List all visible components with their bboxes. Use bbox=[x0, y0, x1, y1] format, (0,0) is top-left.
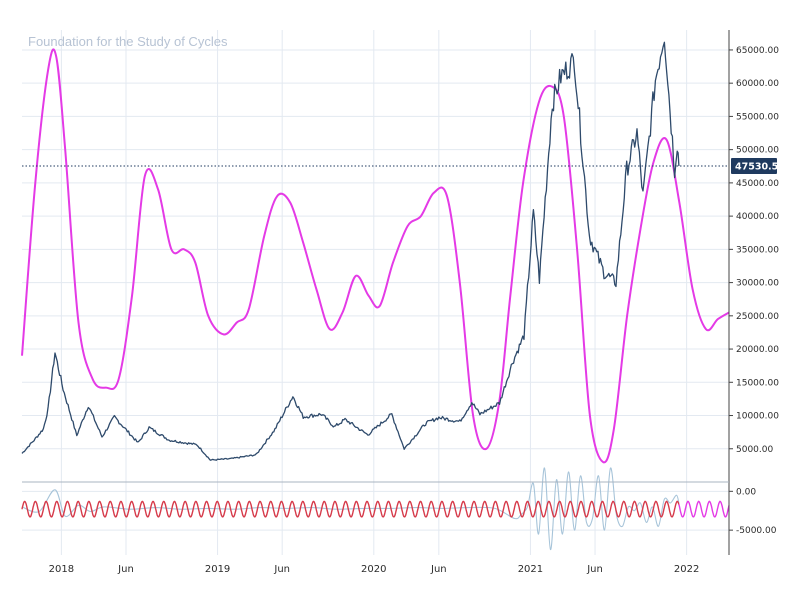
y-tick-label: 5000.00 bbox=[736, 445, 773, 455]
cycle-wave-projection bbox=[678, 500, 730, 518]
grid bbox=[22, 30, 733, 555]
x-tick-label: 2022 bbox=[674, 564, 699, 575]
cycle-wave-historical bbox=[21, 500, 680, 518]
x-tick-label: 2018 bbox=[49, 564, 74, 575]
y-tick-label: 10000.00 bbox=[736, 412, 779, 422]
labels: 65000.00 60000.00 55000.00 50000.00 45000.00… bbox=[49, 46, 786, 575]
y-tick-label: 20000.00 bbox=[736, 345, 779, 355]
x-tick-label: 2020 bbox=[361, 564, 386, 575]
y-tick-label: 50000.00 bbox=[736, 146, 779, 156]
x-tick-label: 2019 bbox=[205, 564, 230, 575]
y-tick-label: 15000.00 bbox=[736, 378, 779, 388]
series-layer bbox=[21, 41, 730, 551]
x-tick-label: Jun bbox=[273, 564, 290, 575]
y-tick-label: 60000.00 bbox=[736, 79, 779, 89]
y-tick-label: 35000.00 bbox=[736, 245, 779, 255]
x-tick-label: Jun bbox=[117, 564, 134, 575]
y-tick-label: 55000.00 bbox=[736, 112, 779, 122]
current-price-badge bbox=[731, 158, 777, 175]
y-tick-label: 25000.00 bbox=[736, 312, 779, 322]
y-tick-label: 40000.00 bbox=[736, 212, 779, 222]
y-tick-label: 65000.00 bbox=[736, 46, 779, 56]
watermark-text: Foundation for the Study of Cycles bbox=[28, 34, 228, 49]
current-price-label: 47530.56 bbox=[735, 162, 785, 173]
x-tick-label: 2021 bbox=[518, 564, 543, 575]
x-tick-label: Jun bbox=[430, 564, 447, 575]
axes bbox=[22, 30, 730, 555]
y-tick-label: 0.00 bbox=[736, 487, 756, 497]
y-tick-label: 30000.00 bbox=[736, 279, 779, 289]
y-tick-label: 45000.00 bbox=[736, 179, 779, 189]
y-tick-label: -5000.00 bbox=[736, 526, 777, 536]
x-tick-label: Jun bbox=[586, 564, 603, 575]
composite-cycle-line bbox=[21, 48, 730, 464]
price-line bbox=[21, 41, 680, 461]
